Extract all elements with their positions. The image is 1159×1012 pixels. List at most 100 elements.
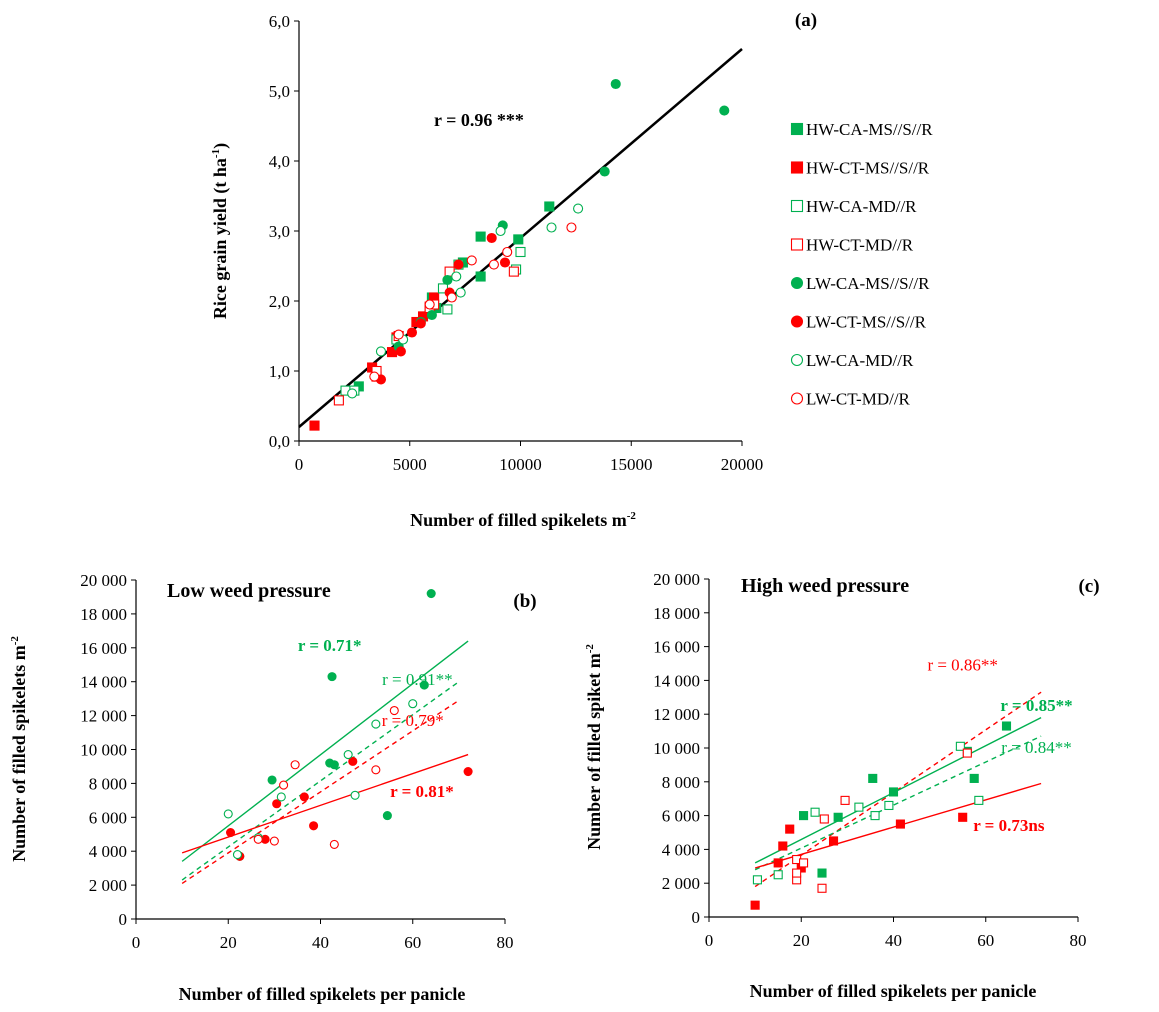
data-point: [455, 287, 466, 298]
x-tick-label: 15000: [610, 455, 653, 474]
data-point: [329, 839, 339, 849]
x-tick-label: 0: [705, 931, 714, 950]
data-point: [840, 795, 850, 805]
x-tick-label: 80: [1070, 931, 1087, 950]
y-tick-label: 6 000: [662, 807, 700, 826]
data-point: [833, 812, 843, 822]
panel-a-yield-vs-spikelets: 0,0 1,0 2,0 3,0 4,0 5,0 6,0 0 5000 10000 15000 2000…: [210, 10, 933, 530]
y-tick-label: 1,0: [269, 362, 290, 381]
trendline-lw-ct-md-r: [181, 699, 460, 884]
y-tick-label: 12 000: [80, 707, 127, 726]
y-tick-label: 18 000: [653, 604, 700, 623]
legend-item-label: LW-CA-MS//S//R: [806, 274, 930, 293]
data-point: [573, 203, 584, 214]
correlation-annotation: r = 0.85**: [1000, 696, 1072, 715]
data-point: [868, 773, 878, 783]
x-tick-label: 0: [295, 455, 304, 474]
data-point: [272, 799, 282, 809]
data-point: [226, 828, 236, 838]
data-point: [750, 900, 760, 910]
panel-b-low-weed-pressure: 0 2 000 4 000 6 000 8 000 10 000 12 000 14 000 1…: [9, 571, 537, 1004]
y-tick-label: 2,0: [269, 292, 290, 311]
panel-label: (c): [1078, 576, 1099, 597]
y-tick-label: 2 000: [662, 874, 700, 893]
panel-title: High weed pressure: [741, 575, 909, 597]
y-tick-label: 8 000: [662, 773, 700, 792]
y-axis-label-text: Number of filled spiket m: [584, 653, 604, 850]
data-point: [389, 705, 399, 716]
data-point: [719, 105, 730, 116]
y-tick-label: 14 000: [653, 671, 700, 690]
data-point: [333, 395, 344, 406]
correlation-annotation: r = 0.81*: [390, 782, 454, 801]
legend-marker: [790, 199, 804, 213]
x-tick-label: 60: [977, 931, 994, 950]
trendline-hw-ca-ms-s-r: [754, 716, 1042, 864]
data-point: [382, 811, 392, 821]
y-axis-label-suffix: ): [210, 143, 231, 149]
data-point: [962, 748, 972, 758]
y-tick-label: 4,0: [269, 152, 290, 171]
data-point: [309, 821, 319, 831]
x-tick-label: 80: [497, 933, 514, 952]
y-axis-label-superscript: -2: [9, 636, 21, 646]
data-point: [327, 672, 337, 682]
data-point: [424, 299, 435, 310]
data-point: [466, 255, 477, 266]
data-point: [958, 812, 968, 822]
data-point: [463, 766, 473, 777]
legend-item-label: LW-CT-MD//R: [806, 390, 911, 409]
legend-item-label: HW-CA-MD//R: [806, 197, 917, 216]
data-point: [309, 420, 320, 431]
trendline-lw-ct-ms-s-r: [181, 753, 469, 854]
correlation-annotation: r = 0.71*: [298, 636, 362, 655]
data-point: [442, 304, 453, 315]
data-point: [393, 329, 404, 340]
y-axis-label-text: Rice grain yield (t ha: [210, 158, 231, 319]
y-tick-label: 0,0: [269, 432, 290, 451]
panel-label: (b): [513, 591, 536, 612]
legend-marker: [790, 315, 804, 328]
y-tick-label: 4 000: [89, 842, 127, 861]
data-point: [329, 760, 339, 770]
y-tick-label: 18 000: [80, 605, 127, 624]
legend-marker: [790, 161, 804, 174]
x-tick-label: 20000: [721, 455, 764, 474]
data-point: [290, 760, 300, 770]
data-point: [453, 259, 464, 270]
y-tick-label: 10 000: [80, 741, 127, 760]
data-point: [347, 388, 358, 399]
legend-marker: [790, 353, 804, 367]
data-point: [778, 841, 788, 851]
data-point: [819, 814, 829, 824]
x-tick-label: 5000: [393, 455, 427, 474]
trendline-lw-ca-ms-s-r: [181, 640, 469, 862]
y-tick-label: 3,0: [269, 222, 290, 241]
y-tick-label: 16 000: [80, 639, 127, 658]
y-tick-label: 6,0: [269, 12, 290, 31]
data-point: [828, 836, 839, 846]
x-axis-label: Number of filled spikelets per panicle: [179, 984, 466, 1004]
data-point: [426, 309, 437, 321]
y-tick-label: 0: [692, 908, 701, 927]
legend-marker: [790, 392, 804, 405]
data-point: [499, 257, 511, 268]
data-point: [371, 719, 381, 729]
data-point: [773, 858, 783, 868]
data-point: [895, 819, 905, 829]
x-tick-label: 20: [793, 931, 810, 950]
y-tick-label: 12 000: [653, 705, 700, 724]
data-point: [752, 875, 762, 885]
data-point: [810, 807, 820, 817]
data-point: [502, 246, 513, 258]
data-point: [223, 809, 233, 819]
y-tick-label: 16 000: [653, 638, 700, 657]
data-point: [442, 274, 453, 286]
data-point: [799, 811, 809, 821]
data-point: [267, 775, 277, 785]
data-point: [1001, 721, 1012, 731]
data-point: [343, 750, 353, 760]
panel-title: Low weed pressure: [167, 580, 331, 602]
data-point: [888, 787, 899, 797]
